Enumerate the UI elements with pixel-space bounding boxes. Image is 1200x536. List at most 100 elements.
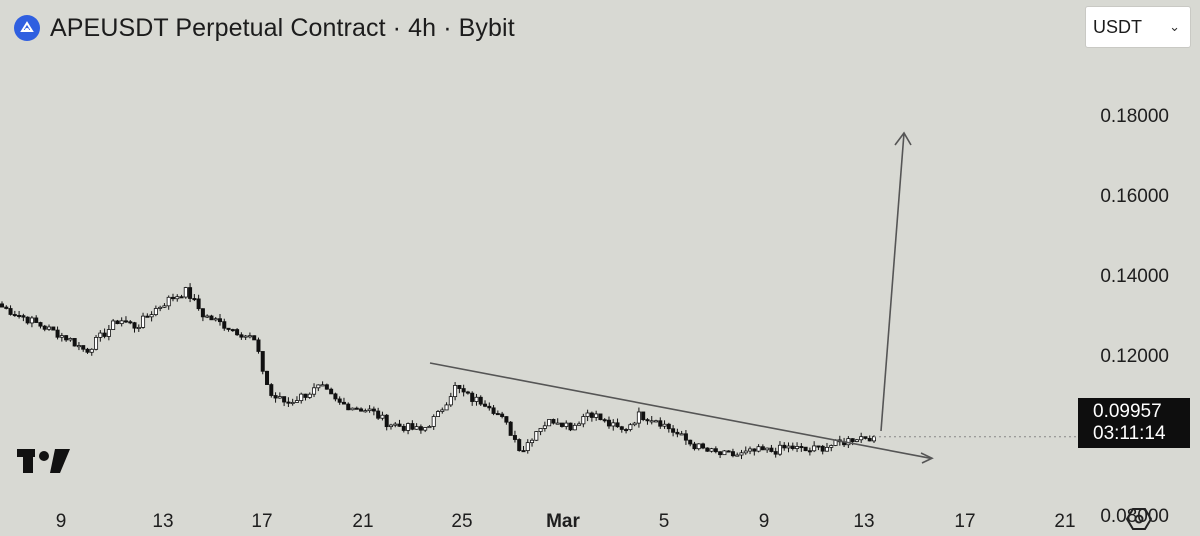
candle-body [111,320,116,330]
candle-body [38,322,43,327]
candle-body [393,423,398,426]
candle-body [632,422,637,426]
candle-body [495,413,500,416]
candle-body [619,426,624,430]
tradingview-icon[interactable] [17,447,71,480]
candle-body [636,411,641,424]
settings-hexagon-icon[interactable] [1125,507,1153,536]
candle-body [739,452,744,456]
candle-body [581,416,586,425]
candle-body [790,445,795,449]
candle-body [59,335,64,338]
candle-body [188,287,193,299]
trendline-arrowhead [920,452,934,464]
candle-body [192,298,197,301]
candle-body [730,451,735,457]
candle-body [756,446,761,452]
candle-body [448,396,453,406]
candle-body [132,322,137,329]
candle-body [483,403,488,407]
candle-body [517,439,522,451]
time-axis: 9 13 17 21 25 Mar 5 9 13 17 21 [56,511,1076,532]
candle-body [230,329,235,332]
candle-body [577,423,582,426]
candle-body [606,419,611,427]
candle-body [397,423,402,427]
candle-body [162,305,167,308]
candle-body [645,419,650,422]
candle-body [444,404,449,411]
candle-body [521,450,526,453]
candle-body [863,436,868,439]
y-tick-label: 0.12000 [1100,346,1169,367]
candle-body [247,335,252,338]
candle-body [602,419,607,422]
candle-body [423,427,428,431]
breakout-projection-arrow [880,132,905,432]
candle-body [683,433,688,441]
candle-body [440,409,445,412]
currency-selector[interactable]: USDT ⌄ [1085,6,1191,48]
candle-body [0,303,4,308]
candle-body [859,436,864,441]
candle-body [615,422,620,428]
candle-body [679,433,684,436]
candle-body [786,445,791,449]
candle-body [701,443,706,449]
candle-body [106,329,111,337]
candle-body [277,396,282,399]
candle-body [465,391,470,394]
candle-body [435,411,440,417]
candle-body [534,431,539,441]
candle-body [773,451,778,455]
candle-body [209,315,214,321]
candle-body [401,425,406,431]
candle-body [68,338,73,341]
candle-body [705,447,710,452]
candle-body [760,446,765,451]
x-tick-label: 9 [56,511,67,532]
candle-body [769,447,774,452]
bybit-ape-icon [14,15,40,41]
candle-body [153,308,158,316]
candle-body [136,326,141,329]
candle-body [376,410,381,419]
candle-body [829,445,834,448]
candle-body [371,408,376,412]
candle-body [572,424,577,431]
candle-body [252,335,257,341]
candle-body [55,329,60,338]
candle-body [564,422,569,427]
x-tick-label: Mar [546,511,580,532]
candle-body [624,429,629,432]
candle-body [324,384,329,390]
candle-body [282,396,287,403]
candle-body [123,320,128,323]
candle-body [559,422,564,427]
chart-header: APEUSDT Perpetual Contract · 4h · Bybit [14,10,515,46]
candle-body [812,445,817,452]
candle-body [273,395,278,399]
candle-body [17,314,22,317]
candle-body [820,445,825,452]
y-tick-label: 0.08000 [1100,506,1169,527]
candle-body [94,337,99,350]
candle-body [21,315,26,318]
candle-body [316,384,321,389]
x-tick-label: 13 [853,511,874,532]
candle-body [217,318,222,323]
candle-body [265,370,270,385]
candle-body [662,423,667,427]
candle-body [12,314,17,317]
candle-body [303,393,308,398]
candle-body [611,422,616,427]
candle-body [713,448,718,453]
candle-body [410,423,415,430]
candle-body [196,298,201,310]
candle-body [671,428,676,433]
candle-body [320,384,325,387]
y-tick-label: 0.14000 [1100,266,1169,287]
candle-body [72,338,77,347]
y-tick-label: 0.18000 [1100,106,1169,127]
